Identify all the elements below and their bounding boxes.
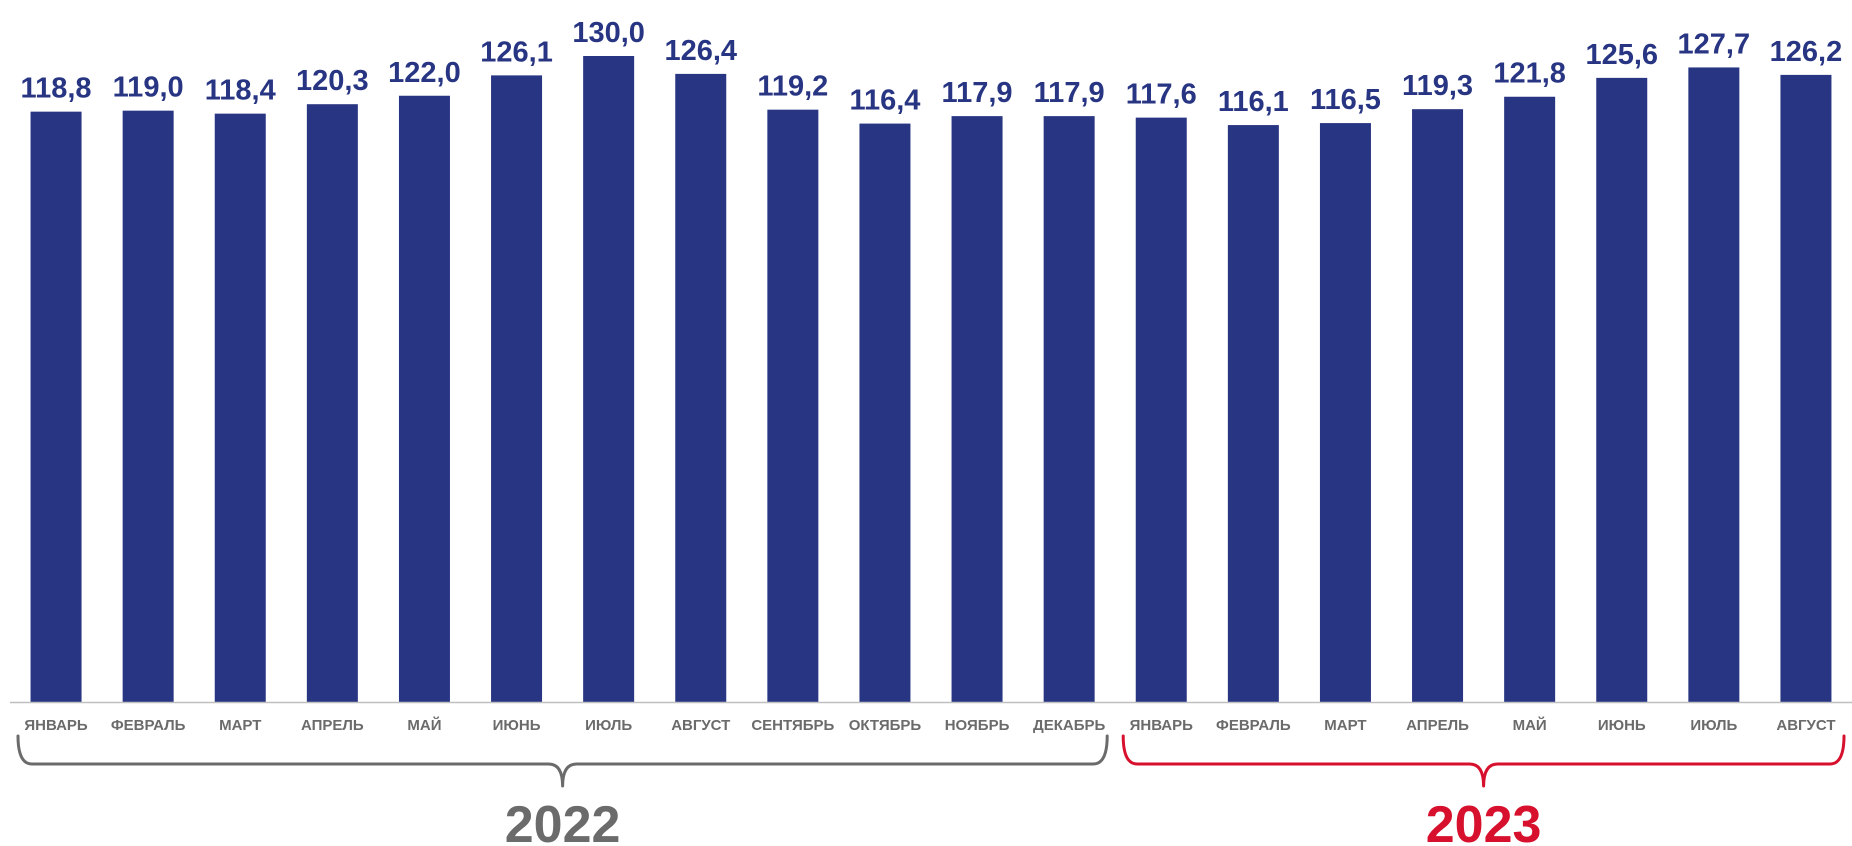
category-label-8: АВГУСТ (671, 717, 730, 734)
value-label-12: 117,9 (1034, 77, 1105, 109)
category-label-4: АПРЕЛЬ (301, 717, 364, 734)
bar-10 (859, 123, 911, 702)
category-labels-layer: ЯНВАРЬ ФЕВРАЛЬ МАРТ АПРЕЛЬ МАЙ ИЮНЬ ИЮЛЬ АВГУСТ… (24, 716, 1835, 734)
category-label-15: МАРТ (1324, 717, 1366, 734)
value-label-5: 122,0 (388, 57, 461, 89)
value-label-19: 127,7 (1678, 28, 1751, 60)
value-label-8: 126,4 (664, 35, 737, 67)
bar-6 (491, 75, 543, 702)
bars-layer (30, 56, 1832, 703)
value-label-13: 117,6 (1126, 79, 1197, 111)
bar-3 (214, 113, 266, 703)
category-label-1: ЯНВАРЬ (24, 717, 88, 734)
value-label-17: 121,8 (1493, 58, 1566, 90)
category-label-6: ИЮНЬ (493, 717, 541, 734)
category-label-19: ИЮЛЬ (1690, 717, 1737, 734)
category-label-17: МАЙ (1513, 716, 1547, 734)
value-label-7: 130,0 (572, 17, 645, 49)
bar-15 (1319, 123, 1371, 703)
value-labels-layer: 118,8 119,0 118,4 120,3 122,0 126,1 130,0 126,4… (21, 17, 1843, 118)
bar-12 (1043, 116, 1095, 703)
category-label-11: НОЯБРЬ (945, 717, 1010, 734)
bar-1 (30, 111, 82, 702)
bar-14 (1227, 125, 1279, 702)
bar-5 (398, 95, 450, 702)
value-label-2: 119,0 (113, 72, 184, 104)
category-label-13: ЯНВАРЬ (1130, 717, 1194, 734)
value-label-18: 125,6 (1585, 39, 1658, 71)
category-label-5: МАЙ (407, 716, 441, 734)
bar-13 (1135, 117, 1187, 702)
category-label-10: ОКТЯБРЬ (849, 717, 922, 734)
year-brace-2023 (1121, 734, 1846, 788)
value-label-20: 126,2 (1770, 36, 1843, 68)
bar-11 (951, 116, 1003, 703)
year-label-2023: 2023 (1426, 796, 1542, 846)
category-label-18: ИЮНЬ (1598, 717, 1646, 734)
value-label-14: 116,1 (1218, 86, 1289, 118)
category-label-14: ФЕВРАЛЬ (1216, 717, 1291, 734)
year-brace-2022 (16, 734, 1109, 788)
category-label-7: ИЮЛЬ (585, 717, 632, 734)
value-label-15: 116,5 (1310, 84, 1381, 116)
bar-17 (1504, 96, 1556, 703)
category-label-20: АВГУСТ (1776, 717, 1835, 734)
year-label-2022: 2022 (505, 796, 621, 846)
bar-2 (122, 110, 174, 702)
category-label-12: ДЕКАБРЬ (1033, 717, 1105, 734)
value-label-10: 116,4 (849, 85, 920, 117)
bar-19 (1688, 67, 1740, 703)
bar-7 (583, 56, 635, 702)
value-label-4: 120,3 (296, 65, 369, 97)
category-label-3: МАРТ (219, 717, 261, 734)
value-label-1: 118,8 (21, 73, 92, 105)
value-label-11: 117,9 (942, 77, 1013, 109)
category-label-9: СЕНТЯБРЬ (751, 717, 834, 734)
bar-8 (675, 73, 727, 703)
category-label-2: ФЕВРАЛЬ (111, 717, 186, 734)
bar-18 (1596, 77, 1648, 702)
category-label-16: АПРЕЛЬ (1406, 717, 1469, 734)
value-label-16: 119,3 (1402, 70, 1473, 102)
year-groups-layer: 2022 2023 (16, 734, 1846, 846)
bar-16 (1412, 109, 1464, 702)
value-label-9: 119,2 (757, 71, 828, 103)
bar-4 (306, 104, 358, 702)
value-label-6: 126,1 (480, 36, 553, 68)
bar-20 (1780, 74, 1832, 703)
value-label-3: 118,4 (205, 75, 276, 107)
bar-9 (767, 109, 819, 702)
